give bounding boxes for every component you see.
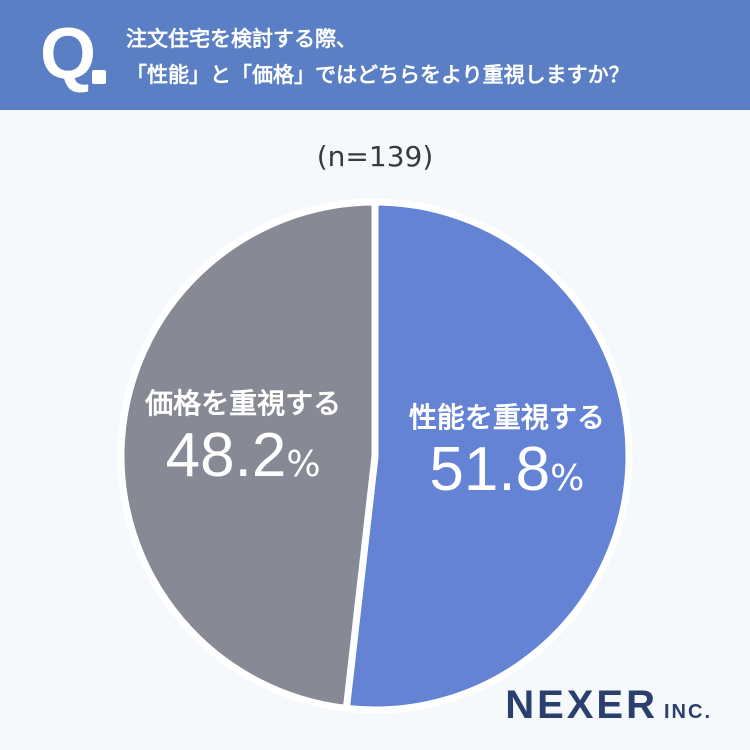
slice-label-performance: 性能を重視する 51.8% — [377, 401, 637, 505]
slice-label-price: 価格を重視する 48.2% — [113, 387, 373, 491]
slice-value-price: 48.2 — [165, 420, 287, 490]
question-header: Q 注文住宅を検討する際、 「性能」と「価格」ではどちらをより重視しますか？ — [0, 0, 750, 110]
slice-value-performance: 51.8 — [429, 435, 551, 505]
question-line-1: 注文住宅を検討する際、 — [126, 27, 357, 51]
sample-size: (n=139) — [316, 140, 434, 173]
question-line-2: 「性能」と「価格」ではどちらをより重視しますか？ — [126, 63, 630, 87]
slice-category-performance: 性能を重視する — [408, 401, 605, 435]
slice-unit-price: % — [286, 443, 321, 485]
q-dot — [92, 70, 106, 84]
nexer-logo: NEXER INC. — [505, 683, 712, 728]
logo-main-text: NEXER — [505, 683, 658, 727]
slice-unit-performance: % — [550, 458, 585, 500]
pie-slice-performance — [342, 198, 633, 714]
logo-sub-text: INC. — [664, 701, 712, 723]
q-mark: Q — [40, 14, 97, 94]
slice-category-price: 価格を重視する — [145, 386, 342, 420]
pie-slice-price — [117, 198, 379, 712]
